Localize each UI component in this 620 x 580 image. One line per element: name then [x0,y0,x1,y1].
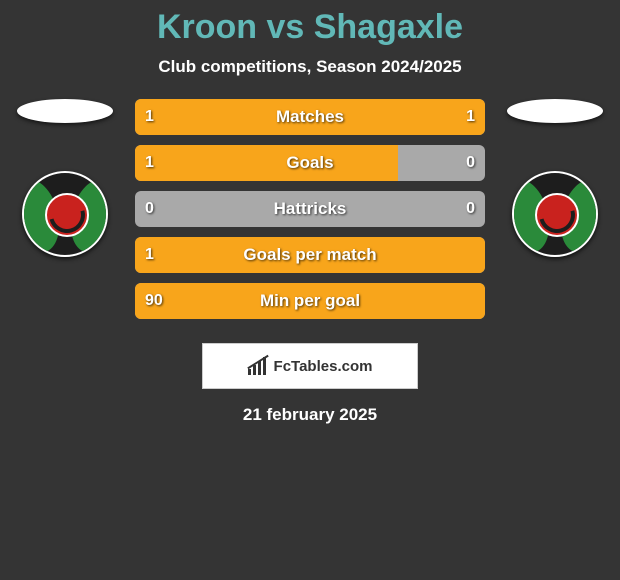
chart-icon [248,357,268,375]
left-flag-icon [17,99,113,123]
stat-label: Goals [135,145,485,181]
left-player-col [15,99,115,257]
stat-bar: 90Min per goal [135,283,485,319]
stat-label: Matches [135,99,485,135]
subtitle: Club competitions, Season 2024/2025 [0,57,620,77]
right-flag-icon [507,99,603,123]
source-logo-text: FcTables.com [274,358,373,375]
page-title: Kroon vs Shagaxle [0,8,620,47]
right-club-badge [512,171,598,257]
infographic-root: Kroon vs Shagaxle Club competitions, Sea… [0,0,620,425]
source-logo: FcTables.com [202,343,418,389]
stat-bar: 11Matches [135,99,485,135]
main-row: 11Matches 10Goals 00Hattricks 1Goals per ma… [0,99,620,319]
stat-bar: 1Goals per match [135,237,485,273]
stat-label: Hattricks [135,191,485,227]
right-player-col [505,99,605,257]
stat-bar: 00Hattricks [135,191,485,227]
footer-date: 21 february 2025 [0,405,620,425]
stat-bars: 11Matches 10Goals 00Hattricks 1Goals per ma… [135,99,485,319]
stat-bar: 10Goals [135,145,485,181]
stat-label: Goals per match [135,237,485,273]
left-club-badge [22,171,108,257]
stat-label: Min per goal [135,283,485,319]
